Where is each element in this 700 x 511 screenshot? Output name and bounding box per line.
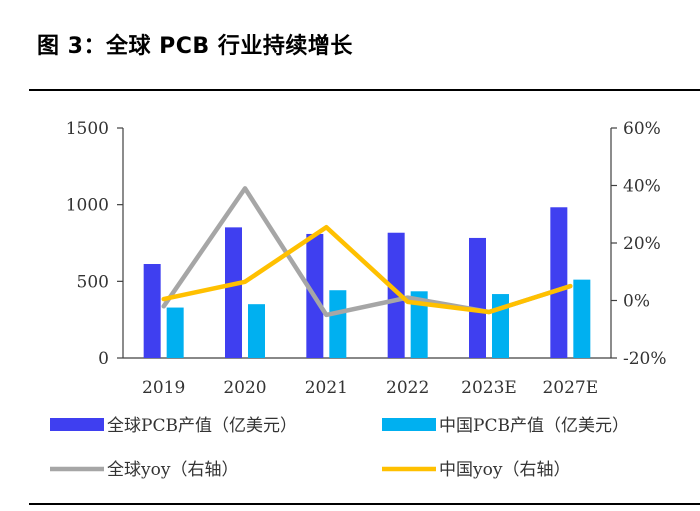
axes-group xyxy=(122,128,612,359)
x-tick-label: 2022 xyxy=(386,378,429,398)
x-tick-label: 2019 xyxy=(142,378,185,398)
right-tick-label: 0% xyxy=(623,292,650,312)
bar-china-value xyxy=(573,279,591,358)
figure-title: 图 3：全球 PCB 行业持续增长 xyxy=(37,34,353,59)
legend-global-value-label: 全球PCB产值（亿美元） xyxy=(107,416,297,436)
legend-china-yoy-label: 中国yoy（右轴） xyxy=(439,460,570,480)
x-tick-label: 2021 xyxy=(305,378,348,398)
legend-china-value-swatch xyxy=(382,418,436,431)
bottom-rule xyxy=(29,503,700,505)
legend-china-value-label: 中国PCB产值（亿美元） xyxy=(439,416,629,436)
right-tick-label: 60% xyxy=(623,119,661,139)
lines-group xyxy=(161,186,573,318)
bars-group xyxy=(143,207,591,358)
ticks-group: 0 500 1000 1500 -20% 0% 20% 40% 60% 2019 2020 2021 2… xyxy=(66,119,667,398)
line-china-yoy xyxy=(161,224,573,315)
bar-china-value xyxy=(329,290,347,358)
bar-china-value xyxy=(166,307,184,358)
right-tick-label: 40% xyxy=(623,177,661,197)
bar-china-value xyxy=(492,294,509,358)
bar-china-value xyxy=(410,291,428,358)
bar-global-value xyxy=(143,264,161,358)
bar-china-value xyxy=(248,304,265,358)
legend-global-yoy-label: 全球yoy（右轴） xyxy=(107,460,238,480)
left-tick-label: 1000 xyxy=(66,196,109,216)
bar-global-value xyxy=(225,227,242,358)
legend-group: 全球PCB产值（亿美元） 中国PCB产值（亿美元） 全球yoy（右轴） 中国yoy（右… xyxy=(50,416,629,480)
right-tick-label: 20% xyxy=(623,234,661,254)
bar-global-value xyxy=(387,232,405,358)
x-tick-label: 2020 xyxy=(223,378,266,398)
left-tick-label: 1500 xyxy=(66,119,109,139)
bar-global-value xyxy=(469,237,486,358)
line-global-yoy xyxy=(161,186,573,318)
legend-global-value-swatch xyxy=(50,418,104,431)
x-tick-label: 2027E xyxy=(542,378,598,398)
top-rule xyxy=(29,89,700,91)
left-tick-label: 500 xyxy=(77,272,109,292)
left-tick-label: 0 xyxy=(98,349,109,369)
right-tick-label: -20% xyxy=(623,349,667,369)
x-tick-label: 2023E xyxy=(461,378,517,398)
bar-global-value xyxy=(550,207,568,358)
